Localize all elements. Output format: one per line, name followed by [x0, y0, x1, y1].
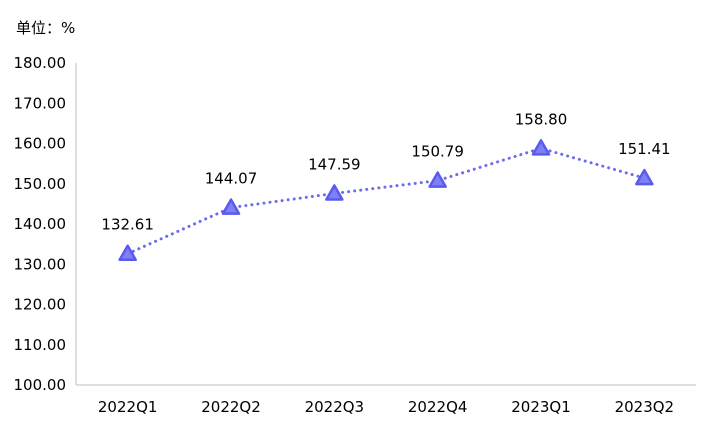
data-label: 144.07 [205, 170, 258, 188]
data-point-marker [428, 171, 447, 188]
x-axis: 2022Q1 2022Q2 2022Q3 2022Q4 2023Q1 2023Q2 [76, 384, 696, 416]
x-tick-label: 2022Q1 [98, 398, 158, 416]
y-tick-label: 170.00 [14, 94, 67, 112]
data-point-marker [635, 168, 654, 186]
y-tick-label: 180.00 [14, 54, 67, 72]
series-polyline [126, 146, 646, 256]
x-tick-label: 2023Q2 [615, 398, 675, 416]
data-label: 151.41 [618, 140, 671, 158]
x-tick-label: 2022Q2 [201, 398, 261, 416]
data-point-marker [325, 184, 344, 201]
series-line [126, 146, 646, 256]
x-tick-label: 2022Q3 [305, 398, 365, 416]
y-tick-label: 140.00 [14, 215, 67, 233]
y-tick-label: 130.00 [14, 255, 67, 273]
data-label: 158.80 [515, 110, 568, 128]
y-tick-label: 100.00 [14, 376, 67, 394]
x-tick-label: 2023Q1 [511, 398, 571, 416]
y-tick-label: 110.00 [14, 336, 67, 354]
y-tick-label: 120.00 [14, 296, 67, 314]
data-label: 147.59 [308, 155, 361, 173]
data-point-marker [221, 198, 241, 215]
x-tick-label: 2022Q4 [408, 398, 468, 416]
y-axis: 100.00 110.00 120.00 130.00 140.00 150.00 160.… [14, 54, 77, 394]
data-label: 132.61 [101, 216, 154, 234]
data-label: 150.79 [411, 143, 464, 161]
data-labels: 132.61 144.07 147.59 150.79 158.80 151.41 [101, 110, 670, 233]
y-tick-label: 160.00 [14, 135, 67, 153]
series-markers [118, 139, 654, 261]
data-point-marker [531, 139, 551, 156]
unit-label: 单位：% [16, 19, 76, 37]
y-tick-label: 150.00 [14, 175, 67, 193]
data-point-marker [118, 244, 137, 261]
